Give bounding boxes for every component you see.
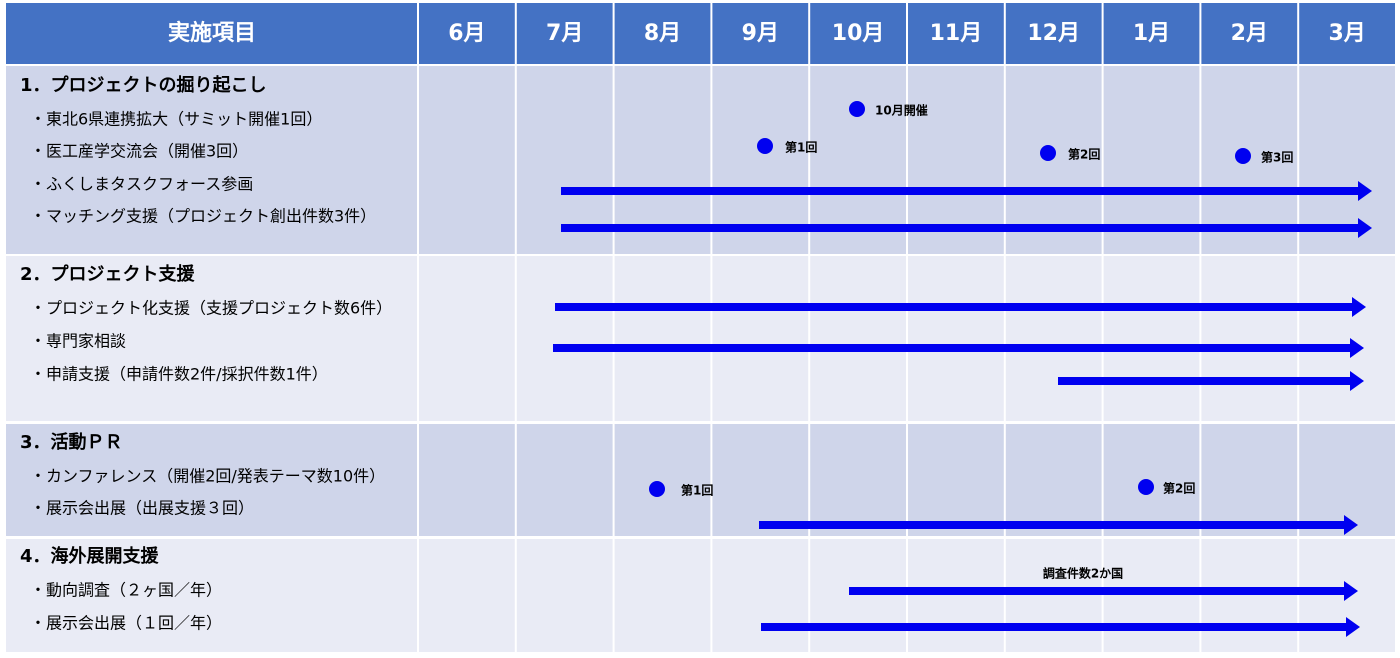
milestone-dot xyxy=(1138,479,1154,495)
header-month: 7月 xyxy=(546,21,583,46)
arrow-head xyxy=(1350,371,1364,391)
section-item: ・ふくしまタスクフォース参画 xyxy=(30,175,253,194)
section-bg xyxy=(6,424,1396,536)
section-item: ・申請支援（申請件数2件/採択件数1件） xyxy=(30,365,328,384)
arrow-head xyxy=(1344,581,1358,601)
section-item: ・カンファレンス（開催2回/発表テーマ数10件） xyxy=(30,467,385,486)
milestone-dot xyxy=(849,101,865,117)
milestone-label: 第2回 xyxy=(1068,147,1100,162)
header-month: 1月 xyxy=(1133,21,1170,46)
milestone-label: 第1回 xyxy=(681,483,713,498)
section-item: ・動向調査（２ヶ国／年） xyxy=(30,581,222,600)
arrow-head xyxy=(1350,338,1364,358)
header-month: 3月 xyxy=(1328,21,1365,46)
arrow-shaft xyxy=(561,187,1360,195)
header-month: 9月 xyxy=(742,21,779,46)
header-month: 10月 xyxy=(832,21,885,46)
header-month: 12月 xyxy=(1027,21,1080,46)
section-title: 2．プロジェクト支援 xyxy=(20,263,196,285)
arrow-shaft xyxy=(759,521,1346,529)
section-bg xyxy=(6,256,1396,421)
arrow-shaft xyxy=(849,587,1346,595)
arrow-shaft xyxy=(1058,377,1352,385)
section-item: ・マッチング支援（プロジェクト創出件数3件） xyxy=(30,207,376,226)
section-title: 4．海外展開支援 xyxy=(20,545,160,567)
arrow-shaft xyxy=(553,344,1352,352)
milestone-dot xyxy=(757,138,773,154)
arrow-label: 調査件数2か国 xyxy=(1043,566,1123,581)
milestone-label: 第1回 xyxy=(785,140,817,155)
milestone-label: 第2回 xyxy=(1163,481,1195,496)
section-item: ・プロジェクト化支援（支援プロジェクト数6件） xyxy=(30,299,392,318)
section-item: ・展示会出展（出展支援３回） xyxy=(30,499,254,518)
arrow-shaft xyxy=(561,224,1360,232)
arrow-head xyxy=(1358,181,1372,201)
section-item: ・東北6県連携拡大（サミット開催1回） xyxy=(30,110,322,129)
milestone-dot xyxy=(1235,148,1251,164)
header-month: 6月 xyxy=(448,21,485,46)
section-title: 3．活動ＰＲ xyxy=(20,431,123,453)
arrow-head xyxy=(1346,617,1360,637)
milestone-dot xyxy=(649,481,665,497)
milestone-dot xyxy=(1040,145,1056,161)
section-bg xyxy=(6,66,1396,254)
header-month: 8月 xyxy=(644,21,681,46)
section-bg xyxy=(6,539,1396,652)
milestone-label: 第3回 xyxy=(1261,150,1293,165)
section-item: ・医工産学交流会（開催3回） xyxy=(30,142,248,161)
arrow-shaft xyxy=(555,303,1354,311)
header-month: 2月 xyxy=(1231,21,1268,46)
arrow-head xyxy=(1344,515,1358,535)
section-item: ・専門家相談 xyxy=(30,332,126,351)
arrow-head xyxy=(1352,297,1366,317)
header-month: 11月 xyxy=(930,21,983,46)
header-item: 実施項目 xyxy=(168,20,256,46)
arrow-shaft xyxy=(761,623,1348,631)
header-bg xyxy=(6,3,1396,64)
section-item: ・展示会出展（１回／年） xyxy=(30,614,222,633)
section-title: 1．プロジェクトの掘り起こし xyxy=(20,74,267,96)
arrow-head xyxy=(1358,218,1372,238)
milestone-label: 10月開催 xyxy=(875,103,928,118)
